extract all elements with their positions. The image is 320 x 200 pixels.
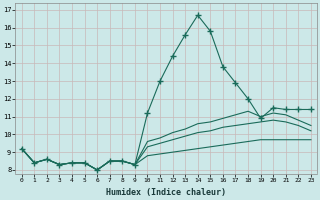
X-axis label: Humidex (Indice chaleur): Humidex (Indice chaleur)	[106, 188, 226, 197]
